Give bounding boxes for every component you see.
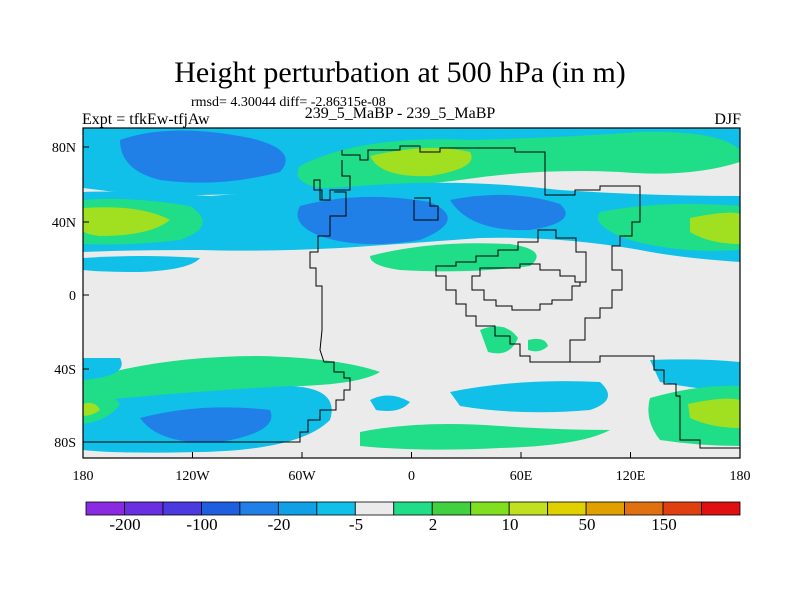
season-label: DJF [714, 111, 741, 128]
y-tick-label: 0 [69, 289, 76, 304]
contour-south-negative-mid2 [370, 395, 410, 411]
colorbar-swatch [701, 501, 741, 516]
stats-label: rmsd= 4.30044 diff= -2.86315e-08 [191, 95, 386, 110]
y-tick-labels: 80N 40N 0 40S 80S [52, 141, 76, 451]
y-tick-label: 80N [52, 141, 76, 156]
colorbar [85, 501, 741, 516]
coastline-outline [83, 145, 740, 449]
contour-north-negative-core [120, 130, 286, 183]
colorbar-swatch [547, 501, 587, 516]
y-axis [83, 146, 89, 443]
x-tick-label: 60W [288, 469, 316, 484]
y-tick-label: 40S [54, 363, 76, 378]
x-axis [82, 452, 741, 458]
colorbar-swatch [239, 501, 279, 516]
colorbar-swatch [393, 501, 433, 516]
y-tick-label: 40N [52, 216, 76, 231]
contour-midlat-positive-east-core [690, 212, 740, 244]
comparison-label: 239_5_MaBP - 239_5_MaBP [304, 105, 496, 122]
colorbar-label: -5 [349, 515, 363, 534]
contour-south-negative-west [83, 358, 122, 380]
contour-south-positive-sw [83, 395, 120, 424]
contour-south-east-positive-core [688, 398, 740, 428]
contour-midlat-negative-core [297, 196, 448, 245]
contour-subtropic-negative [83, 256, 200, 272]
colorbar-swatch [431, 501, 472, 516]
land-outline-americas [83, 191, 351, 443]
colorbar-swatch [162, 501, 202, 516]
colorbar-swatch [470, 501, 510, 516]
colorbar-swatch [124, 501, 164, 516]
colorbar-swatch [316, 501, 356, 516]
contour-field [83, 128, 740, 458]
contour-tropic-blob1 [480, 326, 518, 354]
contour-subtropic-positive [370, 243, 537, 272]
colorbar-label: -100 [186, 515, 217, 534]
colorbar-labels: -200 -100 -20 -5 2 10 50 150 [109, 515, 676, 534]
colorbar-label: 150 [651, 515, 677, 534]
colorbar-swatch [201, 501, 241, 516]
contour-south-negative-mid [450, 381, 608, 413]
land-outline-north [341, 145, 641, 363]
colorbar-swatch [624, 501, 664, 516]
contour-midlat-positive-west-core [83, 207, 170, 236]
colorbar-swatch [662, 501, 702, 516]
contour-north-positive-core [370, 147, 472, 177]
contour-south-positive-mid [360, 424, 610, 450]
contour-midlat-negative-core2 [450, 194, 566, 231]
x-tick-label: 180 [73, 469, 94, 484]
colorbar-label: -20 [268, 515, 291, 534]
contour-south-positive-west [83, 356, 380, 402]
plot-title: Height perturbation at 500 hPa (in m) [174, 56, 626, 89]
land-outline-oceania [570, 355, 740, 449]
x-tick-labels: 180 120W 60W 0 60E 120E 180 [73, 469, 751, 484]
x-tick-label: 120E [616, 469, 646, 484]
x-tick-label: 180 [730, 469, 751, 484]
colorbar-swatch [585, 501, 625, 516]
colorbar-swatch [354, 501, 395, 516]
colorbar-label: 2 [429, 515, 438, 534]
colorbar-label: 10 [502, 515, 519, 534]
contour-south-positive-sw-core [83, 402, 100, 416]
x-tick-label: 60E [510, 469, 533, 484]
x-tick-label: 0 [408, 469, 415, 484]
y-tick-label: 80S [54, 436, 76, 451]
colorbar-swatch [277, 501, 318, 516]
land-outline-europe [313, 160, 351, 201]
colorbar-swatch [85, 501, 125, 516]
colorbar-label: 50 [579, 515, 596, 534]
colorbar-swatch [508, 501, 549, 516]
land-outline-lakes [413, 197, 439, 221]
colorbar-label: -200 [109, 515, 140, 534]
experiment-label: Expt = tfkEw-tfjAw [82, 111, 210, 128]
contour-south-negative-core [140, 407, 272, 443]
x-tick-label: 120W [175, 469, 210, 484]
contour-tropic-blob2 [528, 338, 548, 352]
